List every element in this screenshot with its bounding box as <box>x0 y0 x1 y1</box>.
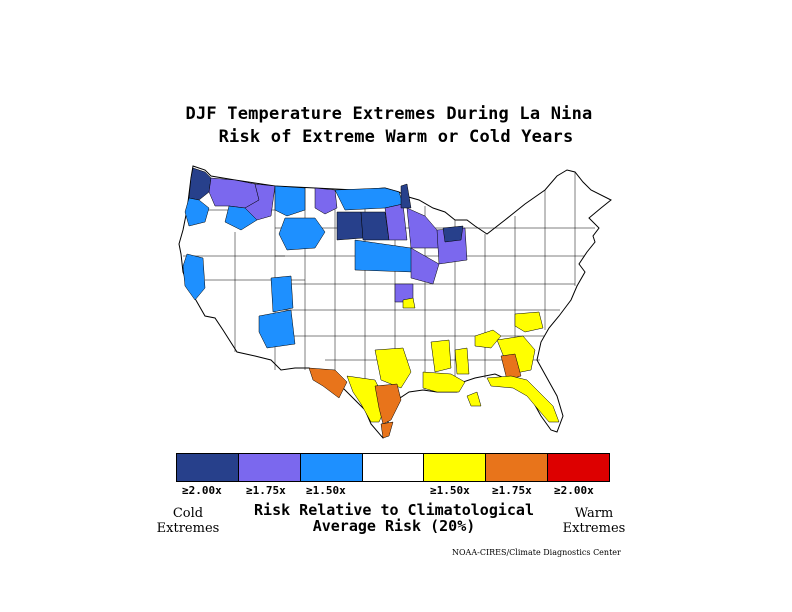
legend-tick-labels: ≥2.00x ≥1.75x ≥1.50x ≥1.50x ≥1.75x ≥2.00… <box>176 484 610 500</box>
cold-anomaly-regions <box>182 167 468 349</box>
warm-label-line-1: Warm <box>574 506 614 521</box>
title-line-1: DJF Temperature Extremes During La Nina <box>185 104 593 124</box>
us-climate-division-map <box>178 165 612 439</box>
legend-colorbar <box>176 453 610 482</box>
tick-cold-2: ≥2.00x <box>182 484 222 497</box>
source-credit: NOAA-CIRES/Climate Diagnostics Center <box>452 548 621 557</box>
legend-swatch-3 <box>362 454 425 481</box>
tick-cold-175: ≥1.75x <box>246 484 286 497</box>
legend-swatch-6 <box>548 454 610 481</box>
cold-label-line-1: Cold <box>172 506 204 521</box>
legend-title-line-2: Average Risk (20%) <box>312 517 476 535</box>
tick-warm-175: ≥1.75x <box>492 484 532 497</box>
legend-swatch-0 <box>177 454 239 481</box>
tick-cold-15: ≥1.50x <box>306 484 346 497</box>
legend-swatch-2 <box>300 454 363 481</box>
legend-swatch-5 <box>486 454 549 481</box>
cold-label-line-2: Extremes <box>156 521 220 536</box>
cold-extremes-label: Cold Extremes <box>150 506 226 536</box>
legend-title: Risk Relative to Climatological Average … <box>214 502 574 534</box>
legend-swatch-4 <box>424 454 487 481</box>
tick-warm-2: ≥2.00x <box>554 484 594 497</box>
legend-swatch-1 <box>238 454 301 481</box>
tick-warm-15: ≥1.50x <box>430 484 470 497</box>
map-title: DJF Temperature Extremes During La Nina … <box>0 103 792 149</box>
warm-label-line-2: Extremes <box>562 521 626 536</box>
warm-extremes-label: Warm Extremes <box>556 506 632 536</box>
title-line-2: Risk of Extreme Warm or Cold Years <box>218 127 574 147</box>
warm-anomaly-regions <box>308 297 560 439</box>
legend-title-line-1: Risk Relative to Climatological <box>254 501 534 519</box>
